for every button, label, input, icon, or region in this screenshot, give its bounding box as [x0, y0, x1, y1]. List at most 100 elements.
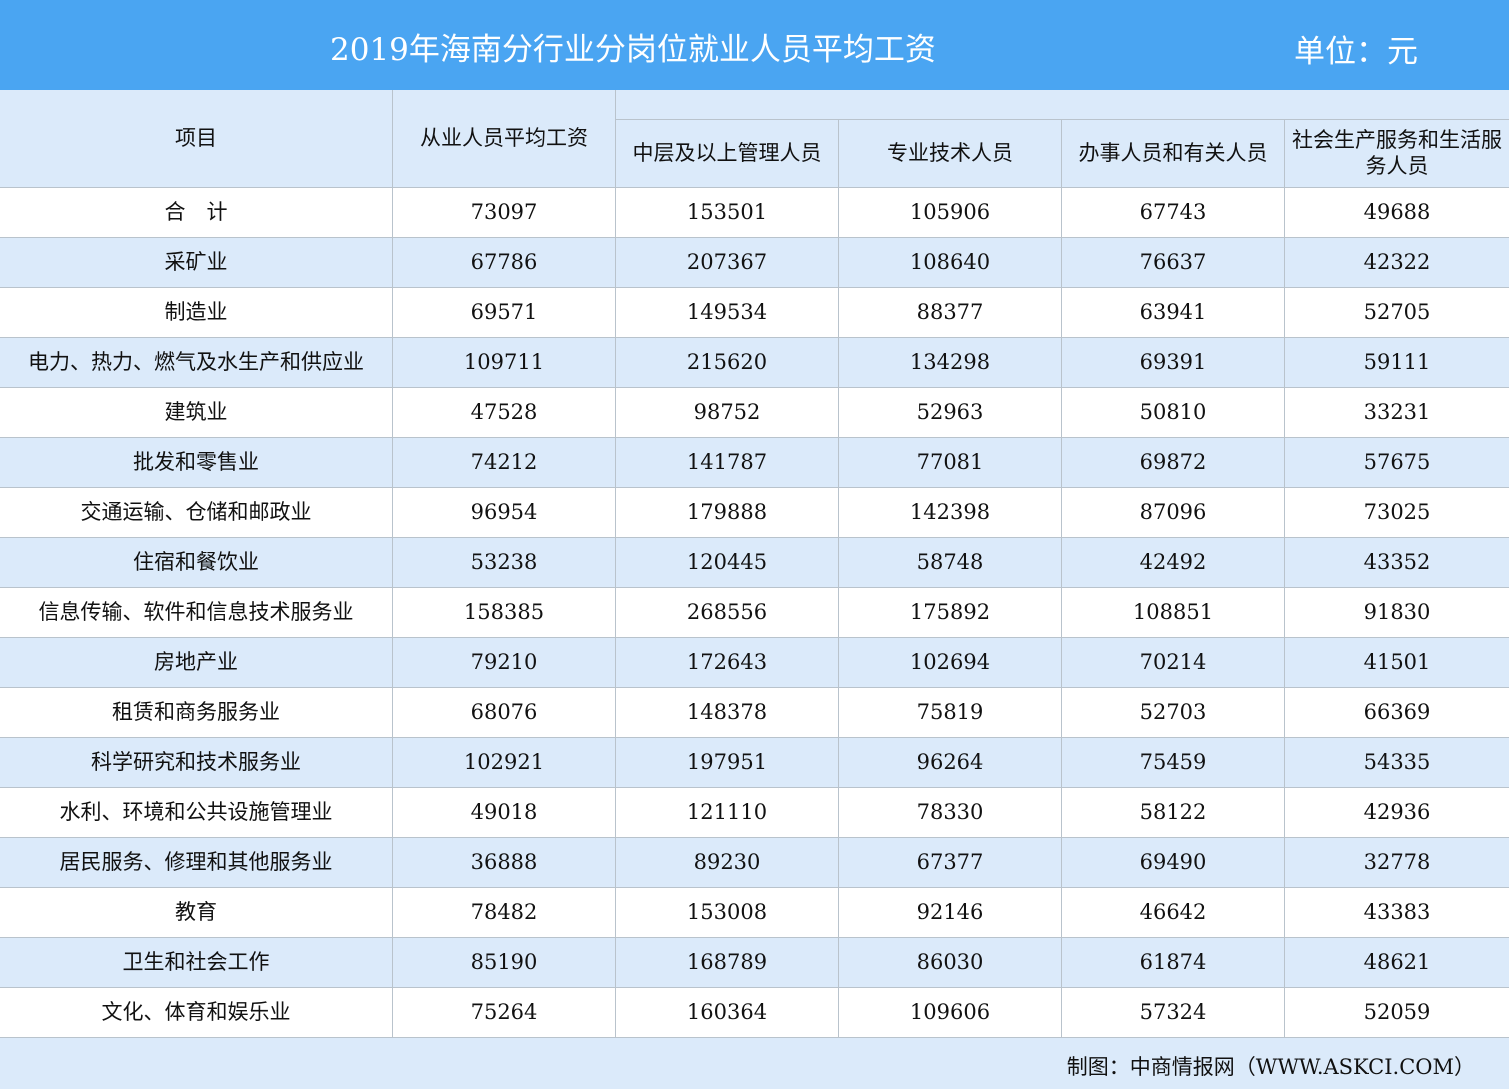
table-cell: 36888 — [393, 838, 616, 888]
table-cell: 69872 — [1062, 438, 1285, 488]
table-cell: 158385 — [393, 588, 616, 638]
row-label: 建筑业 — [0, 388, 393, 438]
table-cell: 149534 — [616, 288, 839, 338]
table-cell: 175892 — [839, 588, 1062, 638]
row-label: 信息传输、软件和信息技术服务业 — [0, 588, 393, 638]
table-cell: 68076 — [393, 688, 616, 738]
table-cell: 58122 — [1062, 788, 1285, 838]
table-cell: 57324 — [1062, 988, 1285, 1038]
table-cell: 78482 — [393, 888, 616, 938]
table-cell: 59111 — [1285, 338, 1509, 388]
table-cell: 153008 — [616, 888, 839, 938]
row-label: 租赁和商务服务业 — [0, 688, 393, 738]
table-cell: 42492 — [1062, 538, 1285, 588]
salary-table: 项目 从业人员平均工资 中层及以上管理人员 专业技术人员 办事人员和有关人员 社… — [0, 90, 1509, 1038]
table-cell: 69571 — [393, 288, 616, 338]
row-label: 住宿和餐饮业 — [0, 538, 393, 588]
header-item: 项目 — [0, 90, 393, 188]
table-cell: 67377 — [839, 838, 1062, 888]
header-group-blank — [616, 90, 1509, 120]
table-cell: 153501 — [616, 188, 839, 238]
table-title: 2019年海南分行业分岗位就业人员平均工资 — [330, 32, 936, 68]
table-cell: 41501 — [1285, 638, 1509, 688]
table-cell: 141787 — [616, 438, 839, 488]
table-cell: 89230 — [616, 838, 839, 888]
table-cell: 268556 — [616, 588, 839, 638]
header-technical: 专业技术人员 — [839, 120, 1062, 188]
table-cell: 109711 — [393, 338, 616, 388]
table-cell: 32778 — [1285, 838, 1509, 888]
table-cell: 67786 — [393, 238, 616, 288]
table-cell: 69391 — [1062, 338, 1285, 388]
table-cell: 105906 — [839, 188, 1062, 238]
row-label: 制造业 — [0, 288, 393, 338]
table-cell: 91830 — [1285, 588, 1509, 638]
header-managers: 中层及以上管理人员 — [616, 120, 839, 188]
table-cell: 48621 — [1285, 938, 1509, 988]
table-cell: 207367 — [616, 238, 839, 288]
table-cell: 87096 — [1062, 488, 1285, 538]
table-cell: 75819 — [839, 688, 1062, 738]
table-cell: 86030 — [839, 938, 1062, 988]
table-cell: 92146 — [839, 888, 1062, 938]
table-cell: 74212 — [393, 438, 616, 488]
row-label: 文化、体育和娱乐业 — [0, 988, 393, 1038]
table-cell: 102694 — [839, 638, 1062, 688]
table-cell: 52059 — [1285, 988, 1509, 1038]
table-cell: 58748 — [839, 538, 1062, 588]
table-cell: 42936 — [1285, 788, 1509, 838]
table-cell: 49688 — [1285, 188, 1509, 238]
table-cell: 73025 — [1285, 488, 1509, 538]
row-label: 科学研究和技术服务业 — [0, 738, 393, 788]
table-cell: 134298 — [839, 338, 1062, 388]
table-cell: 96264 — [839, 738, 1062, 788]
table-cell: 69490 — [1062, 838, 1285, 888]
table-cell: 42322 — [1285, 238, 1509, 288]
table-cell: 78330 — [839, 788, 1062, 838]
row-label: 采矿业 — [0, 238, 393, 288]
table-cell: 102921 — [393, 738, 616, 788]
table-cell: 70214 — [1062, 638, 1285, 688]
row-label: 交通运输、仓储和邮政业 — [0, 488, 393, 538]
table-cell: 66369 — [1285, 688, 1509, 738]
table-cell: 47528 — [393, 388, 616, 438]
row-label: 合 计 — [0, 188, 393, 238]
row-label: 居民服务、修理和其他服务业 — [0, 838, 393, 888]
table-cell: 75459 — [1062, 738, 1285, 788]
row-label: 教育 — [0, 888, 393, 938]
table-cell: 67743 — [1062, 188, 1285, 238]
row-label: 电力、热力、燃气及水生产和供应业 — [0, 338, 393, 388]
table-cell: 76637 — [1062, 238, 1285, 288]
table-cell: 148378 — [616, 688, 839, 738]
table-cell: 53238 — [393, 538, 616, 588]
header-service-workers: 社会生产服务和生活服务人员 — [1285, 120, 1509, 188]
table-cell: 96954 — [393, 488, 616, 538]
header-clerks: 办事人员和有关人员 — [1062, 120, 1285, 188]
table-cell: 57675 — [1285, 438, 1509, 488]
row-label: 房地产业 — [0, 638, 393, 688]
table-cell: 215620 — [616, 338, 839, 388]
table-cell: 85190 — [393, 938, 616, 988]
header-average-salary: 从业人员平均工资 — [393, 90, 616, 188]
table-cell: 142398 — [839, 488, 1062, 538]
table-cell: 172643 — [616, 638, 839, 688]
row-label: 卫生和社会工作 — [0, 938, 393, 988]
table-cell: 63941 — [1062, 288, 1285, 338]
table-cell: 168789 — [616, 938, 839, 988]
table-cell: 108851 — [1062, 588, 1285, 638]
table-cell: 46642 — [1062, 888, 1285, 938]
table-cell: 61874 — [1062, 938, 1285, 988]
footer-credit: 制图：中商情报网（WWW.ASKCI.COM） — [1066, 1055, 1475, 1079]
footer-bar: 制图：中商情报网（WWW.ASKCI.COM） — [0, 1038, 1509, 1089]
table-cell: 73097 — [393, 188, 616, 238]
table-cell: 49018 — [393, 788, 616, 838]
table-cell: 50810 — [1062, 388, 1285, 438]
table-cell: 52705 — [1285, 288, 1509, 338]
table-cell: 33231 — [1285, 388, 1509, 438]
table-cell: 88377 — [839, 288, 1062, 338]
table-cell: 54335 — [1285, 738, 1509, 788]
table-cell: 52963 — [839, 388, 1062, 438]
table-cell: 120445 — [616, 538, 839, 588]
row-label: 水利、环境和公共设施管理业 — [0, 788, 393, 838]
